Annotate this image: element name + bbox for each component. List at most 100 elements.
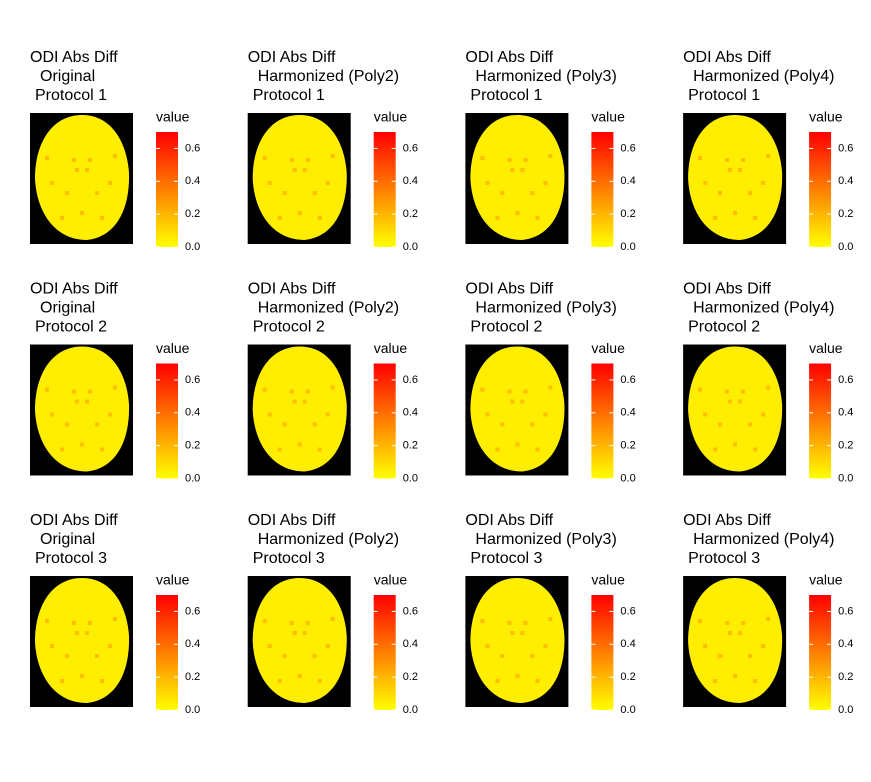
speckle: [292, 168, 297, 172]
speckle: [485, 181, 490, 185]
speckle: [100, 216, 104, 220]
brain: [688, 346, 783, 472]
panel: ODI Abs Diff Harmonized (Poly3) Protocol 2…: [465, 281, 636, 484]
speckle: [85, 631, 89, 635]
speckle: [530, 191, 535, 195]
speckle: [733, 674, 738, 678]
brain: [470, 115, 565, 240]
speckle: [282, 191, 287, 195]
speckle: [738, 399, 743, 404]
speckle: [748, 422, 753, 427]
colorbar-tick-label: 0.6: [403, 142, 418, 154]
speckle: [85, 168, 89, 172]
speckle: [543, 181, 548, 185]
panel-title: Harmonized (Poly3): [475, 300, 616, 317]
speckle: [766, 154, 771, 158]
speckle: [100, 447, 104, 452]
speckle: [65, 422, 69, 427]
speckle: [713, 679, 718, 683]
speckle: [297, 674, 302, 678]
speckle: [88, 389, 92, 394]
panel: ODI Abs Diff Original Protocol 1 value 0.0 0.…: [30, 49, 200, 253]
speckle: [766, 617, 771, 621]
speckle: [520, 168, 525, 172]
panel-title: ODI Abs Diff: [30, 512, 118, 529]
speckle: [325, 181, 330, 185]
speckle: [95, 654, 99, 658]
speckle: [330, 617, 335, 621]
speckle: [520, 631, 525, 635]
speckle: [80, 442, 84, 447]
legend-title: value: [156, 109, 190, 125]
colorbar-tick-label: 0.0: [838, 472, 853, 484]
panel-title: Harmonized (Poly2): [258, 531, 399, 548]
colorbar-tick-label: 0.4: [403, 407, 418, 419]
speckle: [748, 654, 753, 658]
speckle: [713, 447, 718, 452]
brain: [252, 115, 347, 240]
speckle: [718, 654, 723, 658]
speckle: [45, 387, 49, 392]
speckle: [50, 644, 54, 648]
brain: [35, 578, 130, 703]
speckle: [108, 181, 112, 185]
speckle: [297, 211, 302, 215]
colorbar-tick-label: 0.0: [620, 241, 635, 253]
speckle: [267, 181, 272, 185]
speckle: [507, 158, 512, 162]
colorbar-tick-label: 0.6: [838, 142, 853, 154]
speckle: [761, 181, 766, 185]
panel-title: ODI Abs Diff: [248, 512, 336, 529]
speckle: [65, 191, 69, 195]
speckle: [761, 644, 766, 648]
speckle: [480, 156, 485, 160]
speckle: [703, 644, 708, 648]
speckle: [267, 644, 272, 648]
colorbar-tick-label: 0.0: [620, 472, 635, 484]
speckle: [277, 679, 282, 683]
speckle: [50, 181, 54, 185]
colorbar-tick-label: 0.4: [620, 638, 635, 650]
speckle: [85, 399, 89, 404]
speckle: [761, 412, 766, 417]
panel-title: ODI Abs Diff: [30, 281, 118, 298]
colorbar: [591, 132, 614, 247]
colorbar-tick-label: 0.6: [620, 605, 635, 617]
panel-title: Protocol 2: [688, 319, 760, 336]
panel-title: Protocol 2: [35, 319, 107, 336]
colorbar-tick-label: 0.2: [185, 440, 200, 452]
speckle: [72, 621, 76, 625]
speckle: [60, 447, 64, 452]
speckle: [713, 216, 718, 220]
speckle: [113, 154, 117, 158]
colorbar-tick-label: 0.2: [403, 671, 418, 683]
panel-title: ODI Abs Diff: [248, 281, 336, 298]
speckle: [507, 389, 512, 394]
colorbar-tick-label: 0.6: [620, 142, 635, 154]
speckle: [535, 447, 540, 452]
speckle: [515, 674, 520, 678]
panel-title: Protocol 3: [253, 550, 325, 567]
panel-title: ODI Abs Diff: [248, 49, 336, 66]
brain: [35, 115, 130, 240]
panel-title: Harmonized (Poly3): [475, 68, 616, 85]
speckle: [500, 422, 505, 427]
legend-title: value: [156, 572, 190, 588]
colorbar-tick-label: 0.4: [185, 638, 200, 650]
panel: ODI Abs Diff Harmonized (Poly2) Protocol 3…: [247, 512, 418, 716]
speckle: [88, 621, 92, 625]
panel-title: Protocol 2: [253, 319, 325, 336]
speckle: [317, 679, 322, 683]
speckle: [75, 168, 79, 172]
speckle: [495, 447, 500, 452]
speckle: [507, 621, 512, 625]
speckle: [302, 631, 307, 635]
panel: ODI Abs Diff Harmonized (Poly2) Protocol 2…: [247, 281, 418, 484]
panel-title: Protocol 3: [35, 550, 107, 567]
speckle: [330, 385, 335, 390]
panel: ODI Abs Diff Harmonized (Poly4) Protocol 3…: [683, 512, 853, 716]
speckle: [113, 385, 117, 390]
panel-title: ODI Abs Diff: [465, 512, 553, 529]
legend-title: value: [591, 109, 625, 125]
colorbar-tick-label: 0.6: [185, 374, 200, 386]
